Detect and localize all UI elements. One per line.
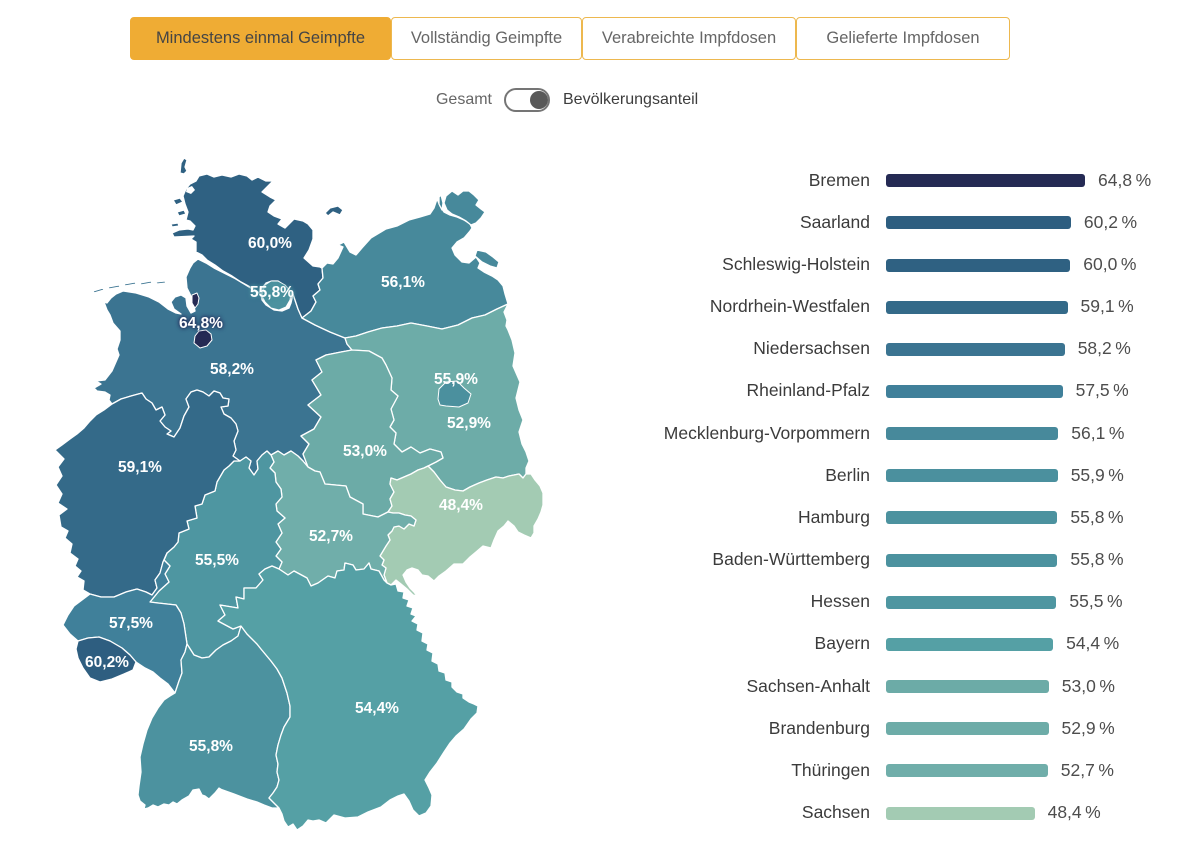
svg-text:52,7%: 52,7% bbox=[309, 528, 353, 545]
svg-text:60,2%: 60,2% bbox=[85, 654, 129, 671]
svg-text:60,0%: 60,0% bbox=[248, 235, 292, 252]
svg-text:64,8%: 64,8% bbox=[179, 315, 223, 332]
svg-text:52,9%: 52,9% bbox=[447, 415, 491, 432]
svg-text:56,1%: 56,1% bbox=[381, 274, 425, 291]
svg-text:55,8%: 55,8% bbox=[250, 284, 294, 301]
svg-text:59,1%: 59,1% bbox=[118, 459, 162, 476]
svg-text:55,5%: 55,5% bbox=[195, 552, 239, 569]
svg-text:55,8%: 55,8% bbox=[189, 738, 233, 755]
svg-text:54,4%: 54,4% bbox=[355, 700, 399, 717]
svg-text:53,0%: 53,0% bbox=[343, 443, 387, 460]
svg-text:57,5%: 57,5% bbox=[109, 615, 153, 632]
svg-text:55,9%: 55,9% bbox=[434, 371, 478, 388]
svg-text:48,4%: 48,4% bbox=[439, 497, 483, 514]
svg-text:58,2%: 58,2% bbox=[210, 361, 254, 378]
